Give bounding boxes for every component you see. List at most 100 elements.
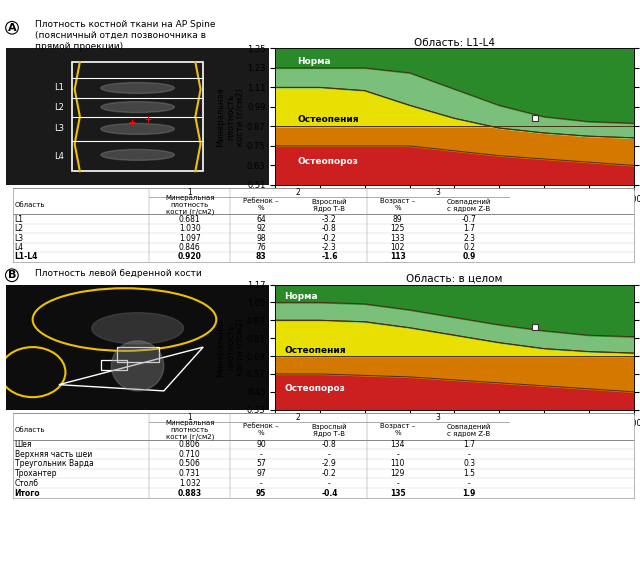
Text: L1-L4: L1-L4 xyxy=(15,253,38,262)
Text: Возраст –
%: Возраст – % xyxy=(380,199,415,211)
Text: 83: 83 xyxy=(256,253,266,262)
Text: 2: 2 xyxy=(296,188,301,197)
Ellipse shape xyxy=(92,313,184,344)
Text: L2: L2 xyxy=(54,102,64,112)
Text: 102: 102 xyxy=(390,243,405,252)
Text: 110: 110 xyxy=(390,459,405,468)
Text: 3: 3 xyxy=(436,188,440,197)
Text: 0.2: 0.2 xyxy=(463,243,475,252)
Text: 0.710: 0.710 xyxy=(179,450,200,459)
Text: L2: L2 xyxy=(15,224,24,233)
Y-axis label: Минеральная
плотность
кости (г/см2): Минеральная плотность кости (г/см2) xyxy=(216,86,246,147)
Title: Область: L1-L4: Область: L1-L4 xyxy=(414,38,495,48)
Text: -2.3: -2.3 xyxy=(322,243,337,252)
Text: -2.9: -2.9 xyxy=(322,459,337,468)
Text: -1.6: -1.6 xyxy=(321,253,338,262)
Text: Итого: Итого xyxy=(15,489,40,497)
Text: Шея: Шея xyxy=(15,440,32,449)
Text: Остеопения: Остеопения xyxy=(298,116,359,125)
Text: -: - xyxy=(260,479,262,488)
Text: Норма: Норма xyxy=(284,292,318,301)
Ellipse shape xyxy=(111,341,164,391)
Ellipse shape xyxy=(101,150,174,160)
Title: Область: в целом: Область: в целом xyxy=(406,274,502,284)
Text: 92: 92 xyxy=(256,224,266,233)
Text: -: - xyxy=(468,450,470,459)
Text: 97: 97 xyxy=(256,469,266,478)
Text: 0.883: 0.883 xyxy=(178,489,202,497)
Text: Норма: Норма xyxy=(298,57,332,66)
Text: Трохантер: Трохантер xyxy=(15,469,57,478)
Text: Совпадений
с ядром Z-В: Совпадений с ядром Z-В xyxy=(447,423,492,437)
Text: Верхняя часть шеи: Верхняя часть шеи xyxy=(15,450,92,459)
Text: L4: L4 xyxy=(15,243,24,252)
Text: Область: Область xyxy=(15,427,45,433)
Text: Совпадений
с ядром Z-В: Совпадений с ядром Z-В xyxy=(447,198,492,212)
Text: L4: L4 xyxy=(54,152,64,161)
Text: -: - xyxy=(328,479,331,488)
Bar xyxy=(72,62,204,171)
Text: Столб: Столб xyxy=(15,479,38,488)
Text: 1: 1 xyxy=(188,413,192,422)
Text: -: - xyxy=(396,479,399,488)
Ellipse shape xyxy=(101,102,174,113)
Text: 2.3: 2.3 xyxy=(463,233,475,242)
Text: Минеральная
плотность
кости (г/см2): Минеральная плотность кости (г/см2) xyxy=(165,420,214,440)
Text: -3.2: -3.2 xyxy=(322,215,337,224)
Text: 98: 98 xyxy=(256,233,266,242)
Text: -: - xyxy=(260,450,262,459)
Text: 1.7: 1.7 xyxy=(463,224,475,233)
Text: 2: 2 xyxy=(296,413,301,422)
Text: 76: 76 xyxy=(256,243,266,252)
Text: Остеопения: Остеопения xyxy=(284,345,346,354)
Text: Остеопороз: Остеопороз xyxy=(284,384,345,393)
Text: 95: 95 xyxy=(256,489,266,497)
Text: 135: 135 xyxy=(390,489,406,497)
Y-axis label: Минеральная
плотность
кости (г/см2): Минеральная плотность кости (г/см2) xyxy=(216,317,246,377)
Text: 0.806: 0.806 xyxy=(179,440,200,449)
Text: -: - xyxy=(468,479,470,488)
Text: B: B xyxy=(8,270,16,281)
Text: 1.097: 1.097 xyxy=(179,233,200,242)
X-axis label: Возраст (полных лет): Возраст (полных лет) xyxy=(403,434,506,443)
Text: 133: 133 xyxy=(390,233,405,242)
Text: Треугольник Варда: Треугольник Варда xyxy=(15,459,93,468)
Text: 0.920: 0.920 xyxy=(178,253,202,262)
Text: 0.731: 0.731 xyxy=(179,469,200,478)
Bar xyxy=(101,360,127,370)
Text: Плотность костной ткани на AP Spine
(поясничный отдел позвоночника в
прямой прое: Плотность костной ткани на AP Spine (поя… xyxy=(35,20,216,51)
Text: 89: 89 xyxy=(393,215,403,224)
Text: 64: 64 xyxy=(256,215,266,224)
Text: Ребенок –
%: Ребенок – % xyxy=(243,199,279,211)
Text: 1.030: 1.030 xyxy=(179,224,200,233)
Text: 0.681: 0.681 xyxy=(179,215,200,224)
Text: -: - xyxy=(328,450,331,459)
Text: A: A xyxy=(8,23,16,33)
Ellipse shape xyxy=(101,123,174,134)
Text: L3: L3 xyxy=(54,125,64,134)
Text: 0.3: 0.3 xyxy=(463,459,475,468)
Text: 0.846: 0.846 xyxy=(179,243,200,252)
Ellipse shape xyxy=(101,83,174,93)
Text: 0.506: 0.506 xyxy=(179,459,201,468)
Text: 1.9: 1.9 xyxy=(463,489,476,497)
Text: L3: L3 xyxy=(15,233,24,242)
Text: 57: 57 xyxy=(256,459,266,468)
Text: 129: 129 xyxy=(390,469,405,478)
Text: 125: 125 xyxy=(390,224,405,233)
Text: Плотность левой бедренной кости: Плотность левой бедренной кости xyxy=(35,269,202,278)
Bar xyxy=(116,347,159,362)
Text: -0.4: -0.4 xyxy=(321,489,338,497)
Text: L1: L1 xyxy=(54,84,64,93)
Text: 1: 1 xyxy=(188,188,192,197)
Text: Возраст –
%: Возраст – % xyxy=(380,423,415,436)
Text: 0.9: 0.9 xyxy=(463,253,476,262)
Text: 134: 134 xyxy=(390,440,405,449)
Text: 1.5: 1.5 xyxy=(463,469,475,478)
Text: Взрослый
Ядро Т-В: Взрослый Ядро Т-В xyxy=(312,198,348,212)
Text: Остеопороз: Остеопороз xyxy=(298,157,358,166)
Text: 3: 3 xyxy=(436,413,440,422)
Text: -0.2: -0.2 xyxy=(322,469,337,478)
Text: -0.2: -0.2 xyxy=(322,233,337,242)
Text: Ребенок –
%: Ребенок – % xyxy=(243,423,279,436)
